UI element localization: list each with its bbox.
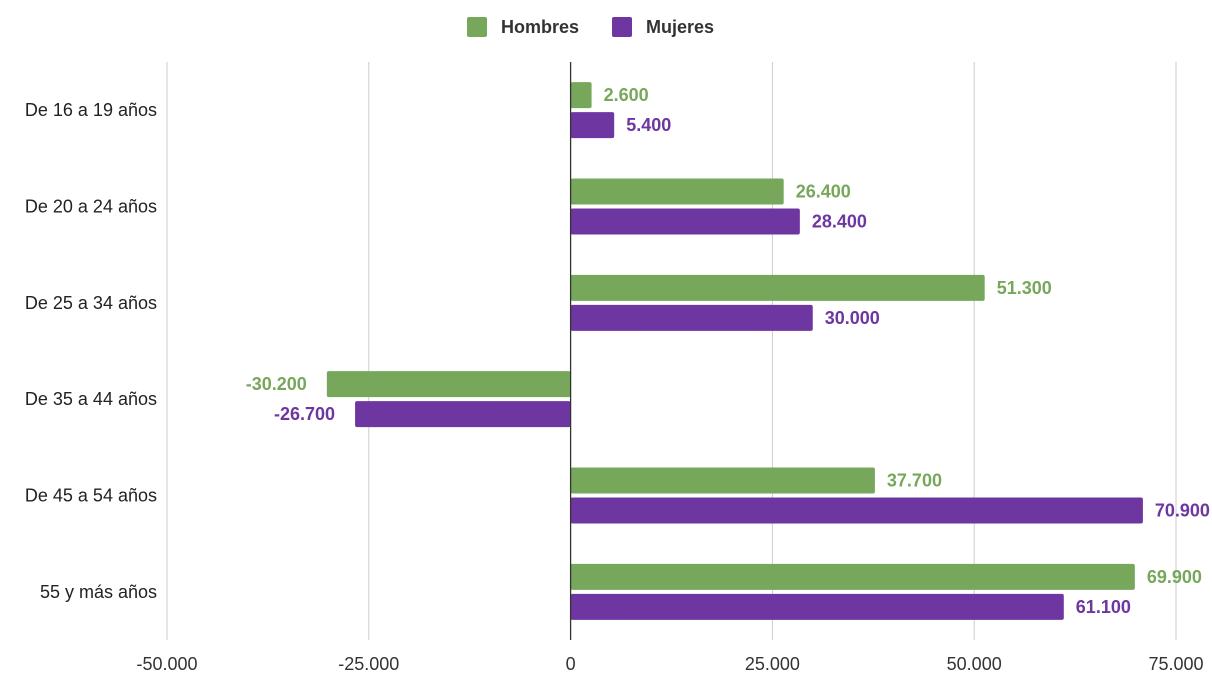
data-label-hombres-de-45-a-54-anos: 37.700	[887, 471, 942, 491]
legend-item-mujeres: Mujeres	[612, 17, 714, 37]
category-label-de-16-a-19-anos: De 16 a 19 años	[25, 100, 157, 120]
data-label-mujeres-de-16-a-19-anos: 5.400	[626, 115, 671, 135]
bar-mujeres-de-25-a-34-anos	[570, 304, 813, 331]
category-label-55-y-mas-anos: 55 y más años	[40, 582, 157, 602]
category-label-de-25-a-34-anos: De 25 a 34 años	[25, 293, 157, 313]
x-axis-ticks: -50.000 -25.000 0 25.000 50.000 75.000	[136, 654, 1203, 674]
bar-mujeres-de-20-a-24-anos	[570, 208, 800, 235]
category-label-de-45-a-54-anos: De 45 a 54 años	[25, 486, 157, 506]
bar-hombres-55-y-mas-anos	[570, 563, 1135, 590]
legend-swatch-hombres	[467, 17, 487, 37]
x-tick-label: 25.000	[745, 654, 800, 674]
data-label-mujeres-55-y-mas-anos: 61.100	[1076, 597, 1131, 617]
data-label-mujeres-de-35-a-44-anos: -26.700	[274, 404, 335, 424]
x-tick-label: -50.000	[136, 654, 197, 674]
data-label-hombres-de-20-a-24-anos: 26.400	[796, 182, 851, 202]
data-label-mujeres-de-45-a-54-anos: 70.900	[1155, 501, 1210, 521]
category-labels: De 16 a 19 años De 20 a 24 años De 25 a 34…	[25, 100, 157, 602]
legend-swatch-mujeres	[612, 17, 632, 37]
bar-hombres-de-16-a-19-anos	[570, 82, 592, 109]
data-label-mujeres-de-20-a-24-anos: 28.400	[812, 212, 867, 232]
x-tick-label: 0	[566, 654, 576, 674]
data-label-hombres-55-y-mas-anos: 69.900	[1147, 567, 1202, 587]
x-tick-label: -25.000	[338, 654, 399, 674]
data-label-mujeres-de-25-a-34-anos: 30.000	[825, 308, 880, 328]
bar-hombres-de-25-a-34-anos	[570, 274, 985, 301]
legend: Hombres Mujeres	[467, 17, 714, 37]
legend-label-hombres: Hombres	[501, 17, 579, 37]
bar-mujeres-de-45-a-54-anos	[570, 497, 1143, 524]
bar-mujeres-de-16-a-19-anos	[570, 112, 615, 139]
category-label-de-20-a-24-anos: De 20 a 24 años	[25, 197, 157, 217]
bar-mujeres-de-35-a-44-anos	[355, 401, 571, 428]
bar-hombres-de-35-a-44-anos	[326, 371, 571, 398]
bars	[326, 82, 1143, 620]
category-label-de-35-a-44-anos: De 35 a 44 años	[25, 389, 157, 409]
data-label-hombres-de-25-a-34-anos: 51.300	[997, 278, 1052, 298]
x-tick-label: 50.000	[947, 654, 1002, 674]
legend-label-mujeres: Mujeres	[646, 17, 714, 37]
data-label-hombres-de-35-a-44-anos: -30.200	[246, 374, 307, 394]
data-label-hombres-de-16-a-19-anos: 2.600	[604, 85, 649, 105]
bar-mujeres-55-y-mas-anos	[570, 593, 1064, 620]
legend-item-hombres: Hombres	[467, 17, 579, 37]
bar-hombres-de-45-a-54-anos	[570, 467, 875, 494]
data-labels: 2.600 5.400 26.400 28.400 51.300 30.000 -30.20…	[246, 85, 1210, 617]
x-tick-label: 75.000	[1148, 654, 1203, 674]
gridlines	[166, 62, 1177, 640]
bar-hombres-de-20-a-24-anos	[570, 178, 784, 205]
